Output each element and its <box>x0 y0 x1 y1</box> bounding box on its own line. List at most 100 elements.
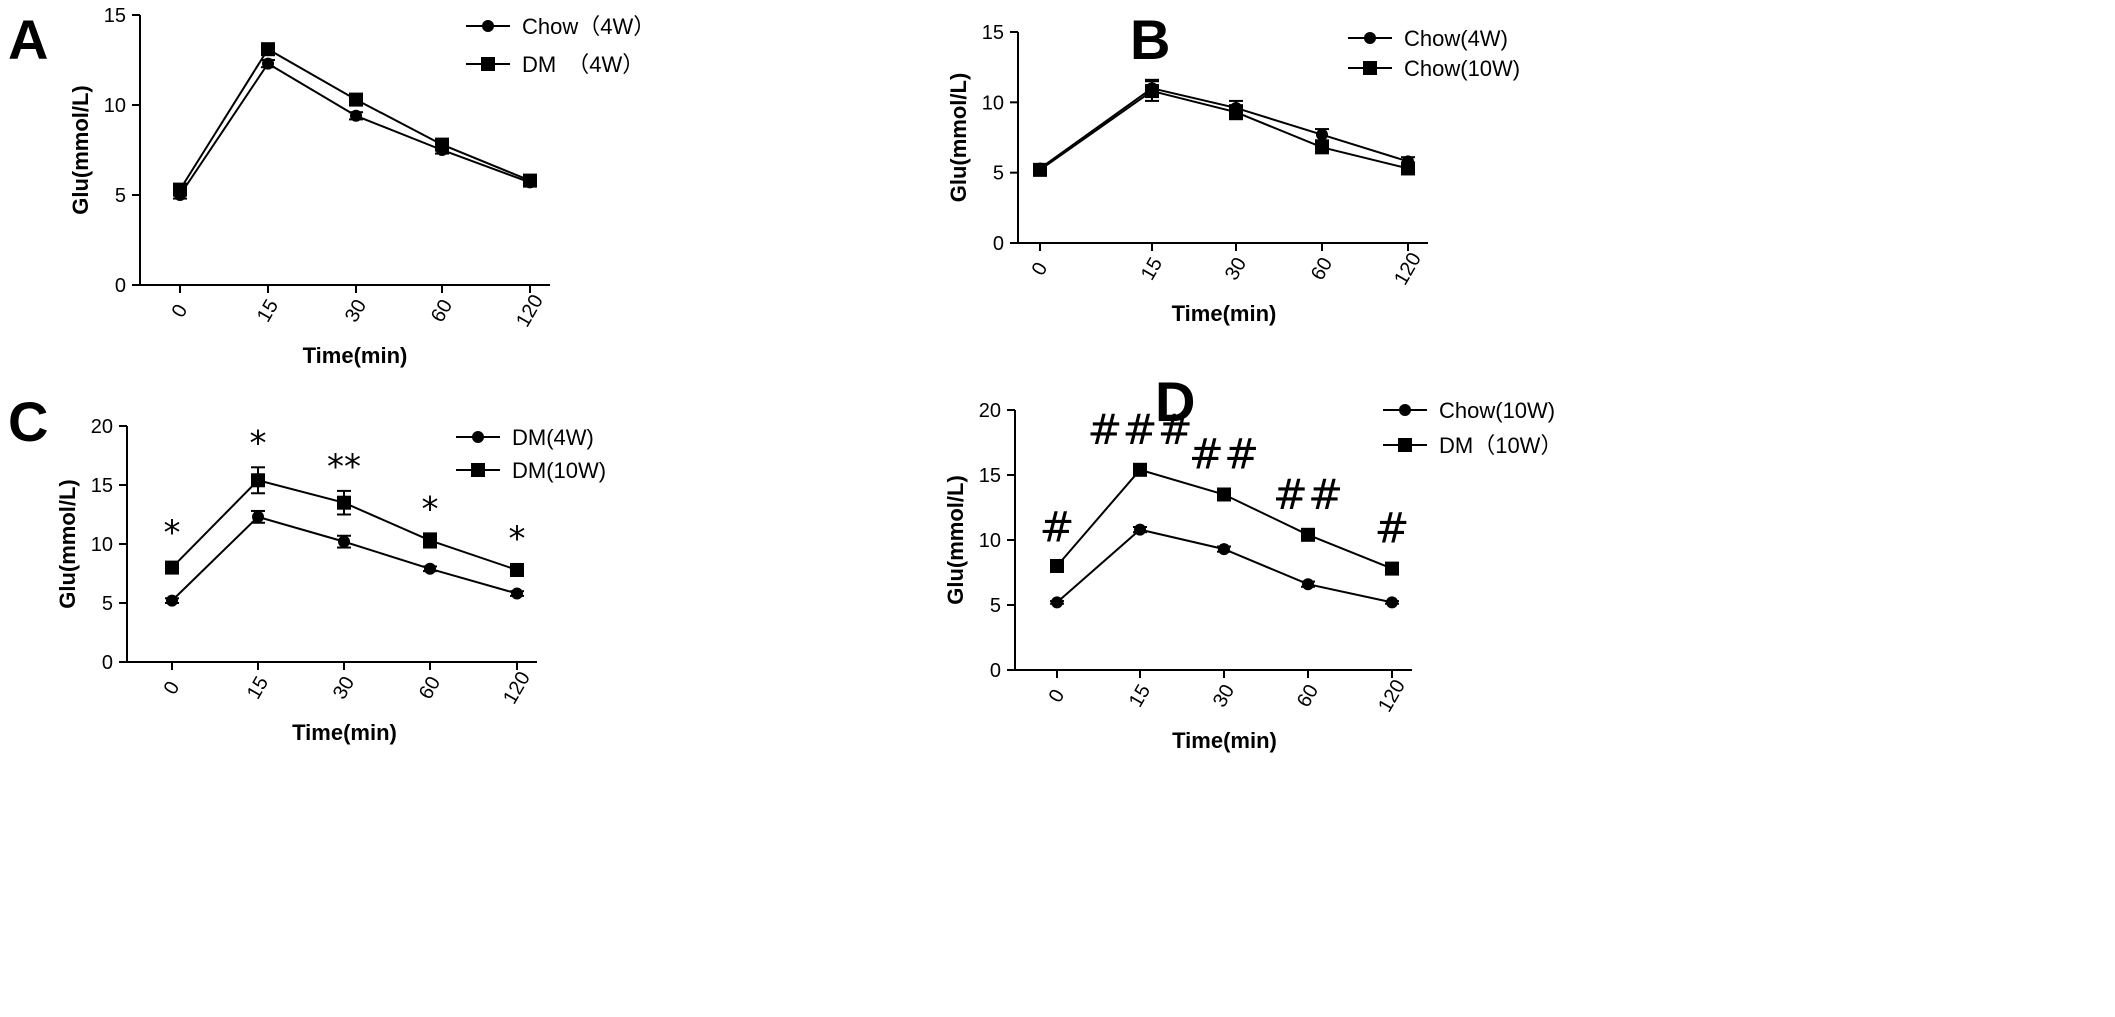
legend-marker-square <box>481 57 495 71</box>
data-point-square <box>1385 561 1399 576</box>
y-tick-label: 10 <box>982 92 1004 114</box>
significance-marker: ## <box>1189 430 1259 479</box>
significance-marker: * <box>250 423 267 463</box>
x-tick-label: 15 <box>253 296 283 326</box>
x-tick-label: 30 <box>1221 254 1251 284</box>
legend-label: DM（10W） <box>1439 433 1562 458</box>
series-line-1 <box>1056 528 1393 604</box>
y-tick-label: 15 <box>104 5 126 27</box>
line-chart-d: 0 5 10 15 20 0 15 30 60 120 Time(min) Glu(mmol/L) Ch… <box>943 398 1562 753</box>
chart-panel-b: B 0 5 10 15 0 15 30 60 120 Time(min) Glu(mmol/L) Ch… <box>946 0 2115 500</box>
data-point-circle <box>1316 128 1328 141</box>
data-point-square <box>251 473 265 488</box>
plot-group: 0 5 10 15 0 15 30 60 120 Time(min) Glu(mmol/L) Chow… <box>68 5 655 368</box>
y-tick-label: 15 <box>979 465 1001 487</box>
legend-marker-square <box>471 463 485 477</box>
data-point-circle <box>1218 543 1230 556</box>
x-tick-label: 0 <box>1045 686 1070 707</box>
line-chart-c: 0 5 10 15 20 0 15 30 60 120 Time(min) Glu(mmol/L) DM… <box>55 416 606 745</box>
x-axis-title: Time(min) <box>303 343 408 368</box>
x-axis-title: Time(min) <box>1172 728 1277 753</box>
data-point-square <box>349 92 363 107</box>
data-point-circle <box>1134 523 1146 536</box>
chart-panel-c: C 0 5 10 15 20 0 15 30 60 120 Time(min) Glu(mmol/L)… <box>0 394 1040 1017</box>
data-point-square <box>1301 527 1315 542</box>
y-tick-label: 10 <box>91 534 113 556</box>
significance-marker: # <box>1039 502 1074 551</box>
data-point-square <box>165 560 179 575</box>
data-point-square <box>337 495 351 510</box>
legend-label: Chow(10W) <box>1439 398 1555 423</box>
significance-marker: * <box>422 489 439 529</box>
x-tick-label: 30 <box>341 296 371 326</box>
x-tick-label: 60 <box>1307 254 1337 284</box>
legend-marker-circle <box>1399 404 1411 416</box>
panel-label: B <box>1130 8 1171 71</box>
data-point-square <box>1217 487 1231 502</box>
y-axis-title: Glu(mmol/L) <box>946 73 971 203</box>
legend-label: Chow(4W) <box>1404 26 1508 51</box>
legend-marker-circle <box>482 20 494 32</box>
y-tick-label: 5 <box>990 595 1001 617</box>
x-tick-label: 120 <box>512 291 548 331</box>
significance-marker: ## <box>1273 470 1343 519</box>
legend-marker-square <box>1398 438 1412 452</box>
x-tick-label: 120 <box>1374 676 1410 716</box>
x-axis-title: Time(min) <box>292 720 397 745</box>
data-point-square <box>173 182 187 197</box>
data-point-square <box>423 533 437 548</box>
data-point-square <box>523 173 537 188</box>
x-tick-label: 0 <box>160 678 185 699</box>
legend-marker-square <box>1363 61 1377 75</box>
x-tick-label: 15 <box>1137 254 1167 284</box>
y-tick-label: 5 <box>102 593 113 615</box>
data-point-square <box>261 42 275 57</box>
data-point-square <box>1050 559 1064 573</box>
legend-label: Chow(10W) <box>1404 56 1520 81</box>
data-point-square <box>1315 140 1329 155</box>
plot-group: 0 5 10 15 20 0 15 30 60 120 Time(min) Glu(mmol/L) DM… <box>55 416 606 745</box>
data-point-circle <box>1386 596 1398 609</box>
chart-panel-a: A 0 5 10 15 0 15 30 60 120 Time(min) Glu(mmol/L) Ch… <box>0 0 1040 500</box>
y-tick-label: 20 <box>979 400 1001 422</box>
data-point-circle <box>166 594 178 607</box>
chart-panel-d: D 0 5 10 15 20 0 15 30 60 120 Time(min) Glu(mmol/L)… <box>943 374 2115 1017</box>
legend-label: DM （4W） <box>522 52 644 77</box>
significance-marker: # <box>1374 504 1409 553</box>
data-point-square <box>435 137 449 152</box>
x-tick-label: 120 <box>499 668 535 708</box>
data-point-square <box>510 562 524 577</box>
data-point-circle <box>1051 596 1063 609</box>
data-point-circle <box>350 109 362 122</box>
x-tick-label: 30 <box>329 673 359 703</box>
panel-label: C <box>8 390 49 453</box>
x-tick-label: 0 <box>168 301 193 322</box>
data-point-square <box>1145 84 1159 99</box>
series-line-1 <box>171 515 518 602</box>
y-tick-label: 0 <box>993 233 1004 255</box>
series-line-1 <box>1039 87 1409 170</box>
data-point-circle <box>262 57 274 70</box>
y-axis-title: Glu(mmol/L) <box>55 479 80 609</box>
legend-label: Chow（4W） <box>522 14 655 39</box>
legend-marker-circle <box>1364 32 1376 44</box>
data-point-circle <box>252 510 264 523</box>
data-point-square <box>1401 161 1415 176</box>
y-tick-label: 10 <box>979 530 1001 552</box>
data-point-circle <box>424 562 436 575</box>
series-line-1 <box>179 62 531 196</box>
y-tick-label: 5 <box>115 185 126 207</box>
legend-marker-circle <box>472 431 484 443</box>
data-point-circle <box>511 587 523 600</box>
x-tick-label: 120 <box>1390 249 1426 289</box>
significance-marker: * <box>509 519 526 559</box>
x-tick-label: 60 <box>415 673 445 703</box>
plot-group: 0 5 10 15 20 0 15 30 60 120 Time(min) Glu(mmol/L) Ch… <box>943 398 1562 753</box>
y-axis-title: Glu(mmol/L) <box>68 85 93 215</box>
significance-marker: ** <box>327 447 361 487</box>
significance-marker: * <box>164 513 181 553</box>
data-point-circle <box>1302 578 1314 591</box>
panel-label: A <box>8 8 49 71</box>
x-tick-label: 60 <box>427 296 457 326</box>
